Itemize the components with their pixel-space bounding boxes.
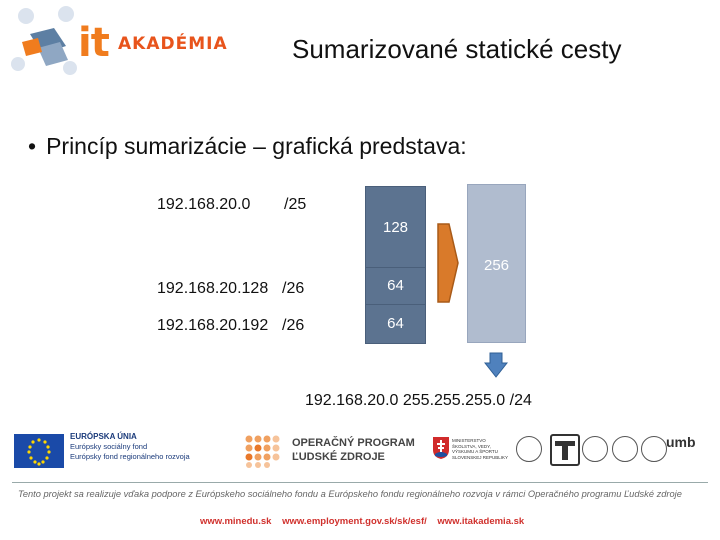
ministry-line-4: SLOVENSKEJ REPUBLIKY bbox=[452, 454, 509, 460]
opz-text: OPERAČNÝ PROGRAM ĽUDSKÉ ZDROJE bbox=[292, 436, 415, 464]
slide-title: Sumarizované statické cesty bbox=[292, 34, 622, 64]
eu-line-3: Európsky fond regionálneho rozvoja bbox=[70, 452, 190, 461]
ministry-line-1: MINISTERSTVO bbox=[452, 438, 486, 443]
eu-line-2: Európsky sociálny fond bbox=[70, 442, 148, 451]
slovak-emblem-icon bbox=[433, 437, 449, 459]
summary-result: 192.168.20.0 255.255.255.0 /24 bbox=[305, 392, 532, 409]
block-256: 256 bbox=[467, 184, 526, 343]
eu-flag-icon bbox=[14, 434, 64, 468]
ministry-text: MINISTERSTVO ŠKOLSTVA, VEDY, VÝSKUMU A Š… bbox=[452, 438, 508, 460]
opz-line-2: ĽUDSKÉ ZDROJE bbox=[292, 451, 385, 463]
eu-line-1: EURÓPSKA ÚNIA bbox=[70, 432, 137, 441]
bullet-dot: • bbox=[28, 133, 37, 159]
logo-graphic-icon bbox=[11, 6, 77, 75]
ministry-line-3: VÝSKUMU A ŠPORTU bbox=[452, 449, 498, 454]
footer-divider bbox=[12, 482, 708, 483]
university-seal-3-icon bbox=[612, 436, 638, 462]
university-seal-1-icon bbox=[516, 436, 542, 462]
footer-links: www.minedu.sk www.employment.gov.sk/sk/e… bbox=[200, 516, 532, 527]
opz-logo-icon bbox=[245, 435, 280, 468]
block-128-label: 128 bbox=[382, 219, 409, 236]
down-arrow-icon bbox=[484, 352, 508, 378]
block-64-b: 64 bbox=[365, 304, 426, 344]
footer-link-employment[interactable]: www.employment.gov.sk/sk/esf/ bbox=[282, 516, 427, 527]
bullet-point: • Princíp sumarizácie – grafická predstav… bbox=[28, 133, 467, 160]
footer-link-itakademia[interactable]: www.itakademia.sk bbox=[437, 516, 525, 527]
university-seal-2-icon bbox=[582, 436, 608, 462]
block-64-a: 64 bbox=[365, 267, 426, 305]
network-2-prefix: /26 bbox=[282, 280, 305, 297]
it-akademia-logo: it AKADÉMIA bbox=[8, 6, 227, 78]
network-2-address: 192.168.20.128 bbox=[157, 280, 269, 297]
network-3-prefix: /26 bbox=[282, 317, 305, 334]
footer-note: Tento projekt sa realizuje vďaka podpore… bbox=[18, 489, 682, 499]
footer-link-minedu[interactable]: www.minedu.sk bbox=[200, 516, 272, 527]
block-128: 128 bbox=[365, 186, 426, 268]
opz-line-1: OPERAČNÝ PROGRAM bbox=[292, 437, 415, 449]
eu-text: EURÓPSKA ÚNIA Európsky sociálny fond Eur… bbox=[70, 432, 190, 462]
block-64-a-label: 64 bbox=[387, 277, 404, 294]
umb-logo: umb bbox=[666, 434, 696, 450]
summary-arrow-icon bbox=[437, 223, 459, 303]
block-64-b-label: 64 bbox=[387, 315, 404, 332]
network-1-prefix: /25 bbox=[284, 196, 307, 213]
block-256-label: 256 bbox=[484, 257, 510, 274]
logo-it-text: it bbox=[78, 20, 110, 66]
network-1-address: 192.168.20.0 bbox=[157, 196, 251, 213]
bullet-text: Princíp sumarizácie – grafická predstava… bbox=[46, 133, 467, 159]
logo-akademia-text: AKADÉMIA bbox=[118, 34, 228, 54]
tu-logo-icon bbox=[550, 434, 580, 466]
ministry-line-2: ŠKOLSTVA, VEDY, bbox=[452, 443, 491, 449]
network-3-address: 192.168.20.192 bbox=[157, 317, 269, 334]
university-seal-4-icon bbox=[641, 436, 667, 462]
